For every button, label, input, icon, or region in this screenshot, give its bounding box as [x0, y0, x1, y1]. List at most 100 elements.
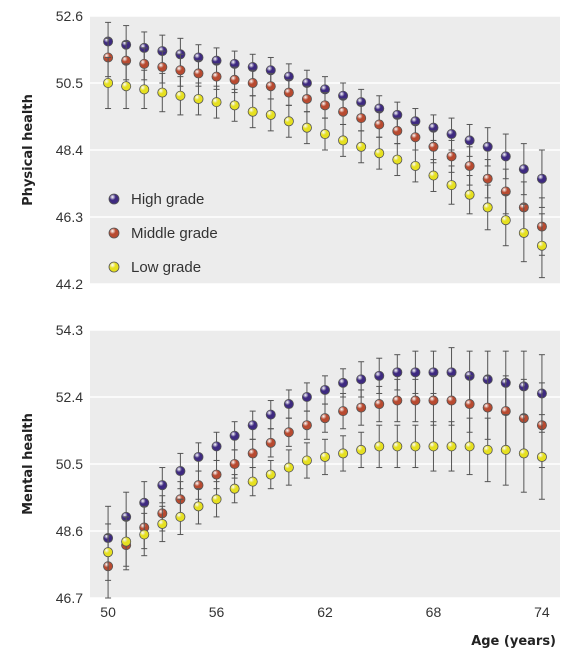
data-point — [193, 93, 204, 104]
data-point — [157, 87, 168, 98]
data-point — [410, 132, 421, 143]
x-axis-title: Age (years) — [471, 634, 556, 649]
data-point — [500, 151, 511, 162]
x-tick-label: 56 — [209, 604, 225, 620]
data-point — [247, 448, 258, 459]
data-point — [410, 367, 421, 378]
data-point — [103, 78, 114, 89]
data-point — [500, 215, 511, 226]
data-point — [211, 97, 222, 108]
y-tick-label: 46.3 — [56, 209, 83, 225]
data-point — [338, 135, 349, 146]
y-axis-title: Mental health — [21, 413, 36, 515]
data-point — [121, 81, 132, 92]
data-point — [319, 413, 330, 424]
y-tick-label: 50.5 — [56, 456, 83, 472]
data-point — [103, 547, 114, 558]
data-point — [536, 173, 547, 184]
data-point — [392, 395, 403, 406]
data-point — [482, 202, 493, 213]
x-tick-label: 50 — [100, 604, 116, 620]
data-point — [139, 58, 150, 69]
data-point — [211, 494, 222, 505]
data-point — [265, 109, 276, 120]
data-point — [301, 455, 312, 466]
data-point — [392, 154, 403, 165]
y-tick-label: 44.2 — [56, 276, 83, 292]
data-point — [265, 409, 276, 420]
data-point — [301, 122, 312, 133]
series-high-grade — [103, 21, 547, 208]
data-point — [175, 466, 186, 477]
data-point — [319, 384, 330, 395]
data-point — [157, 62, 168, 73]
physical-health-panel: 52.6 50.5 48.4 46.3 44.2 Physical health — [21, 8, 560, 292]
data-point — [338, 106, 349, 117]
legend-label: Middle grade — [131, 225, 218, 242]
data-point — [139, 529, 150, 540]
data-point — [175, 90, 186, 101]
data-point — [265, 437, 276, 448]
data-point — [410, 395, 421, 406]
series-low-grade — [103, 414, 547, 581]
data-point — [301, 391, 312, 402]
x-tick-label: 74 — [534, 604, 550, 620]
y-tick-label: 50.5 — [56, 75, 83, 91]
data-point — [446, 441, 457, 452]
series-low-grade — [103, 56, 547, 279]
data-point — [446, 395, 457, 406]
data-point — [392, 125, 403, 136]
data-point — [265, 469, 276, 480]
data-point — [175, 65, 186, 76]
data-point — [428, 141, 439, 152]
data-point — [338, 406, 349, 417]
legend-label: High grade — [131, 191, 204, 208]
y-tick-label: 52.6 — [56, 8, 83, 24]
data-point — [283, 116, 294, 127]
data-point — [482, 173, 493, 184]
data-point — [482, 402, 493, 413]
data-point — [157, 518, 168, 529]
data-point — [410, 441, 421, 452]
legend-marker — [108, 261, 120, 273]
data-point — [229, 100, 240, 111]
data-point — [446, 180, 457, 191]
legend: High grade Middle grade Low grade — [108, 191, 218, 276]
data-point — [482, 444, 493, 455]
data-point — [301, 420, 312, 431]
data-point — [356, 374, 367, 385]
data-point — [374, 441, 385, 452]
data-point — [428, 170, 439, 181]
data-point — [211, 71, 222, 82]
data-point — [392, 441, 403, 452]
data-point — [338, 448, 349, 459]
y-tick-label: 54.3 — [56, 322, 83, 338]
data-point — [464, 189, 475, 200]
y-tick-label: 46.7 — [56, 590, 83, 606]
data-point — [446, 151, 457, 162]
data-point — [319, 129, 330, 140]
data-point — [157, 480, 168, 491]
x-tick-label: 62 — [317, 604, 333, 620]
data-point — [374, 119, 385, 130]
data-point — [338, 377, 349, 388]
data-point — [446, 129, 457, 140]
data-point — [283, 427, 294, 438]
data-point — [229, 483, 240, 494]
y-tick-label: 48.4 — [56, 142, 83, 158]
legend-label: Low grade — [131, 259, 201, 276]
data-point — [247, 476, 258, 487]
data-point — [301, 93, 312, 104]
data-point — [536, 240, 547, 251]
data-point — [247, 420, 258, 431]
data-point — [464, 441, 475, 452]
series-middle-grade — [103, 37, 547, 256]
y-tick-label: 48.6 — [56, 523, 83, 539]
data-point — [392, 367, 403, 378]
data-point — [229, 74, 240, 85]
data-point — [247, 106, 258, 117]
data-point — [211, 469, 222, 480]
data-point — [518, 164, 529, 175]
data-point — [121, 536, 132, 547]
data-point — [283, 399, 294, 410]
